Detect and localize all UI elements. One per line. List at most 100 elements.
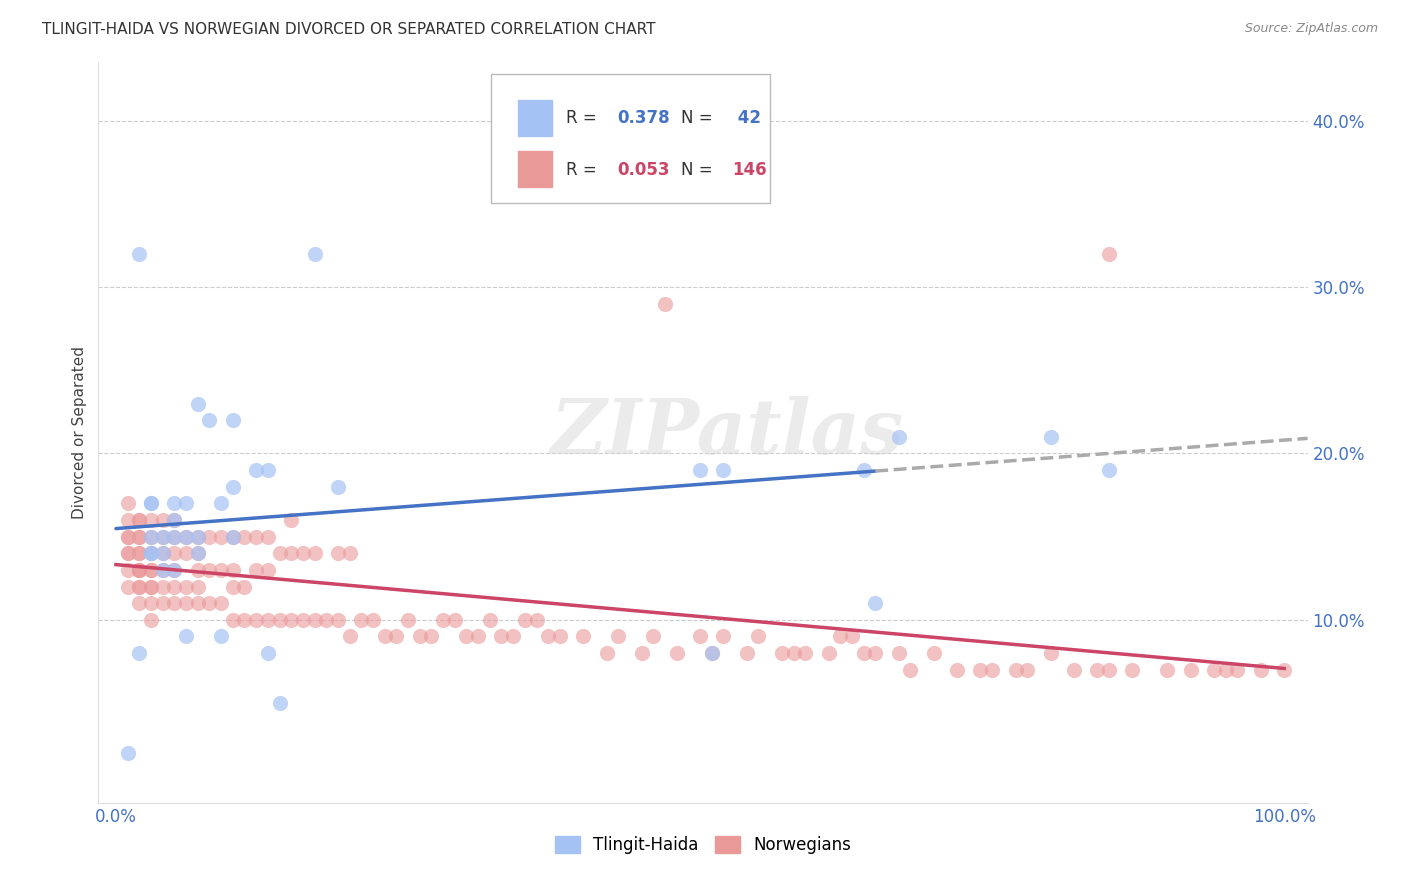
Tlingit-Haida [139,496,162,510]
Norwegians [700,646,723,660]
Norwegians [865,646,887,660]
Norwegians [361,613,384,627]
Norwegians [326,613,349,627]
Tlingit-Haida [1098,463,1121,477]
Tlingit-Haida [152,563,174,577]
Norwegians [339,546,361,560]
Norwegians [981,663,1004,677]
Tlingit-Haida [526,180,548,194]
Norwegians [665,646,688,660]
Norwegians [152,546,174,560]
Tlingit-Haida [187,530,209,544]
Norwegians [128,530,150,544]
Norwegians [794,646,817,660]
Norwegians [209,530,232,544]
Norwegians [128,563,150,577]
Norwegians [747,629,769,643]
Norwegians [1121,663,1143,677]
Norwegians [163,563,186,577]
Norwegians [654,180,676,194]
Norwegians [139,563,162,577]
Tlingit-Haida [269,696,291,710]
Tlingit-Haida [852,463,875,477]
Norwegians [1039,646,1062,660]
Norwegians [117,530,139,544]
Norwegians [409,629,432,643]
Norwegians [595,646,617,660]
Norwegians [607,629,630,643]
Bar [517,101,553,136]
Text: TLINGIT-HAIDA VS NORWEGIAN DIVORCED OR SEPARATED CORRELATION CHART: TLINGIT-HAIDA VS NORWEGIAN DIVORCED OR S… [42,22,655,37]
Norwegians [304,546,326,560]
Norwegians [209,596,232,610]
Text: N =: N = [682,161,718,179]
Norwegians [630,646,652,660]
Norwegians [969,663,991,677]
Norwegians [128,596,150,610]
Norwegians [269,546,291,560]
Norwegians [887,646,910,660]
Norwegians [256,530,278,544]
Tlingit-Haida [163,563,186,577]
Norwegians [128,580,150,594]
Norwegians [291,613,314,627]
Norwegians [222,530,245,544]
Tlingit-Haida [128,246,150,260]
Norwegians [198,563,221,577]
Text: R =: R = [567,109,602,127]
Norwegians [128,563,150,577]
Norwegians [187,563,209,577]
Norwegians [174,530,197,544]
Tlingit-Haida [256,463,278,477]
Norwegians [1204,663,1226,677]
Norwegians [456,629,478,643]
Norwegians [117,530,139,544]
Norwegians [339,629,361,643]
Norwegians [1098,246,1121,260]
Tlingit-Haida [209,629,232,643]
Norwegians [209,563,232,577]
Tlingit-Haida [256,646,278,660]
Tlingit-Haida [187,546,209,560]
Norwegians [689,629,711,643]
Norwegians [735,646,758,660]
Norwegians [841,629,863,643]
Norwegians [152,580,174,594]
Norwegians [946,663,969,677]
Norwegians [537,629,560,643]
Legend: Tlingit-Haida, Norwegians: Tlingit-Haida, Norwegians [548,830,858,861]
Tlingit-Haida [865,596,887,610]
Norwegians [198,530,221,544]
Tlingit-Haida [304,246,326,260]
Norwegians [478,613,501,627]
Norwegians [117,496,139,510]
Norwegians [222,580,245,594]
Norwegians [187,546,209,560]
Norwegians [1180,663,1202,677]
Norwegians [128,546,150,560]
Norwegians [256,563,278,577]
Norwegians [502,629,524,643]
Norwegians [163,546,186,560]
Norwegians [245,530,267,544]
Norwegians [117,513,139,527]
Norwegians [374,629,396,643]
Norwegians [128,530,150,544]
Norwegians [139,613,162,627]
Tlingit-Haida [222,530,245,544]
Norwegians [233,530,256,544]
Norwegians [1226,663,1249,677]
Text: N =: N = [682,109,718,127]
Norwegians [280,513,302,527]
Norwegians [233,613,256,627]
Tlingit-Haida [152,530,174,544]
Norwegians [174,580,197,594]
Norwegians [152,596,174,610]
Norwegians [117,563,139,577]
Norwegians [513,613,536,627]
Norwegians [572,629,595,643]
Tlingit-Haida [163,530,186,544]
Text: 42: 42 [733,109,761,127]
Tlingit-Haida [139,546,162,560]
Norwegians [1215,663,1237,677]
